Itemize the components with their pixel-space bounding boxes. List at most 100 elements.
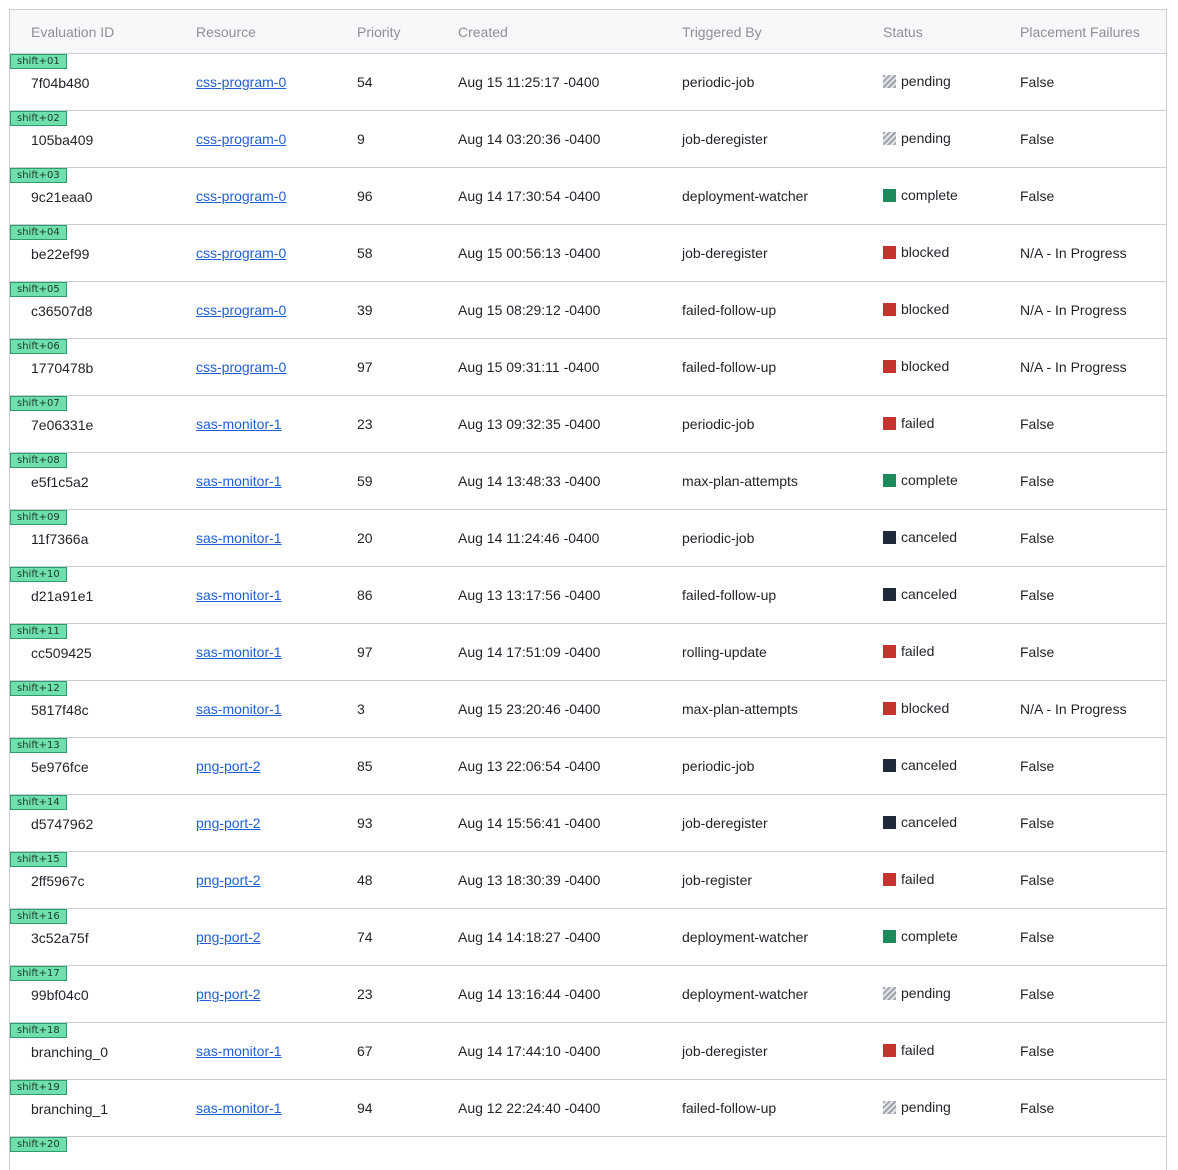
cell-resource: png-port-2	[196, 852, 357, 909]
column-header-created[interactable]: Created	[458, 10, 682, 54]
resource-link[interactable]: sas-monitor-1	[196, 473, 282, 489]
keyboard-shortcut-badge: shift+07	[10, 396, 67, 411]
keyboard-shortcut-badge: shift+20	[10, 1137, 67, 1152]
cell-triggered-by: failed-follow-up	[682, 282, 883, 339]
column-header-priority[interactable]: Priority	[357, 10, 458, 54]
cell-resource: png-port-2	[196, 909, 357, 966]
cell-status: canceled	[883, 567, 1020, 624]
cell-created: Aug 15 09:31:11 -0400	[458, 339, 682, 396]
status-canceled-icon	[883, 816, 896, 829]
cell-triggered-by: failed-follow-up	[682, 339, 883, 396]
cell-resource: sas-monitor-1	[196, 453, 357, 510]
cell-priority: 96	[357, 168, 458, 225]
column-header-triggered-by[interactable]: Triggered By	[682, 10, 883, 54]
table-row[interactable]: shift+20	[10, 1137, 1167, 1170]
evaluation-id-text: 1770478b	[31, 360, 93, 376]
cell-placement-failures: False	[1020, 795, 1167, 852]
status-badge: failed	[883, 1042, 934, 1058]
resource-link[interactable]: sas-monitor-1	[196, 416, 282, 432]
resource-link[interactable]: png-port-2	[196, 929, 261, 945]
evaluation-id-text: 11f7366a	[31, 531, 88, 547]
cell-triggered-by: max-plan-attempts	[682, 453, 883, 510]
resource-link[interactable]: css-program-0	[196, 302, 286, 318]
column-header-resource[interactable]: Resource	[196, 10, 357, 54]
resource-link[interactable]: css-program-0	[196, 245, 286, 261]
status-label: pending	[901, 130, 951, 146]
cell-priority: 20	[357, 510, 458, 567]
cell-status: canceled	[883, 795, 1020, 852]
cell-placement-failures: False	[1020, 1023, 1167, 1080]
status-badge: blocked	[883, 244, 949, 260]
evaluation-id-text: 2ff5967c	[31, 873, 84, 889]
cell-placement-failures: False	[1020, 168, 1167, 225]
table-header-row: Evaluation ID Resource Priority Created …	[10, 10, 1167, 54]
resource-link[interactable]: css-program-0	[196, 74, 286, 90]
status-complete-icon	[883, 474, 896, 487]
cell-resource: css-program-0	[196, 54, 357, 111]
cell-triggered-by: job-deregister	[682, 225, 883, 282]
resource-link[interactable]: sas-monitor-1	[196, 644, 282, 660]
status-pending-icon	[883, 132, 896, 145]
cell-created: Aug 13 09:32:35 -0400	[458, 396, 682, 453]
cell-status: blocked	[883, 282, 1020, 339]
resource-link[interactable]: png-port-2	[196, 758, 261, 774]
resource-link[interactable]: css-program-0	[196, 131, 286, 147]
resource-link[interactable]: png-port-2	[196, 815, 261, 831]
resource-link[interactable]: sas-monitor-1	[196, 1100, 282, 1116]
resource-link[interactable]: sas-monitor-1	[196, 530, 282, 546]
cell-placement-failures: False	[1020, 111, 1167, 168]
cell-placement-failures: N/A - In Progress	[1020, 282, 1167, 339]
evaluation-id-text: 3c52a75f	[31, 930, 89, 946]
evaluation-id-text: 9c21eaa0	[31, 189, 93, 205]
column-header-placement-failures[interactable]: Placement Failures	[1020, 10, 1167, 54]
status-blocked-icon	[883, 246, 896, 259]
status-canceled-icon	[883, 759, 896, 772]
keyboard-shortcut-badge: shift+06	[10, 339, 67, 354]
column-header-status[interactable]: Status	[883, 10, 1020, 54]
resource-link[interactable]: png-port-2	[196, 986, 261, 1002]
status-label: blocked	[901, 301, 949, 317]
resource-link[interactable]: css-program-0	[196, 359, 286, 375]
cell-priority: 23	[357, 966, 458, 1023]
keyboard-shortcut-badge: shift+02	[10, 111, 67, 126]
column-header-evaluation-id[interactable]: Evaluation ID	[10, 10, 196, 54]
resource-link[interactable]: png-port-2	[196, 872, 261, 888]
cell-placement-failures: N/A - In Progress	[1020, 339, 1167, 396]
cell-priority: 97	[357, 339, 458, 396]
evaluation-id-text: d5747962	[31, 816, 93, 832]
resource-link[interactable]: sas-monitor-1	[196, 701, 282, 717]
cell-resource: sas-monitor-1	[196, 510, 357, 567]
resource-link[interactable]: sas-monitor-1	[196, 1043, 282, 1059]
status-label: failed	[901, 871, 934, 887]
cell-created: Aug 15 23:20:46 -0400	[458, 681, 682, 738]
resource-link[interactable]: css-program-0	[196, 188, 286, 204]
cell-triggered-by: failed-follow-up	[682, 1080, 883, 1137]
status-blocked-icon	[883, 360, 896, 373]
status-badge: canceled	[883, 586, 957, 602]
resource-link[interactable]: sas-monitor-1	[196, 587, 282, 603]
status-failed-icon	[883, 873, 896, 886]
evaluation-id-text: 105ba409	[31, 132, 93, 148]
